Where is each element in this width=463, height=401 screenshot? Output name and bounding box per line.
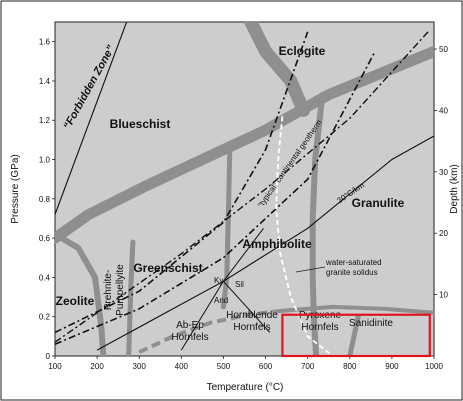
x-tick-label: 200 [90, 362, 104, 371]
depth-tick-label: 10 [439, 291, 448, 300]
boundary-greenschist-amph [220, 147, 233, 310]
line-geotherm [55, 31, 309, 334]
x-tick-label: 500 [217, 362, 231, 371]
kyanite-label: Ky [214, 276, 223, 285]
axis-ticks: 100 200 300 400 500 600 700 800 900 1000 0 0.2 0.4 0.… [39, 38, 449, 371]
x-tick-label: 900 [385, 362, 399, 371]
facies-label-blueschist: Blueschist [110, 117, 171, 131]
facies-label-granulite: Granulite [352, 196, 405, 210]
solidus-leader-line [295, 266, 326, 273]
boundary-sanidinite-left [347, 314, 361, 356]
y-axis-title-right: Depth (km) [449, 164, 460, 213]
x-tick-label: 1000 [425, 362, 443, 371]
boundary-blueschist-lower [55, 46, 434, 244]
depth-tick-label: 50 [439, 45, 448, 54]
y-tick-label: 0.2 [39, 313, 51, 322]
y-tick-label: 0.8 [39, 195, 51, 204]
facies-label-pumpellyite: Pumpellyite [115, 264, 126, 316]
boundary-blueschist-eclogite [244, 22, 310, 117]
aluminosilicate-ky-sil [223, 227, 264, 282]
highlight-box [281, 313, 431, 358]
y-axis-title-left: Pressure (GPa) [10, 154, 21, 223]
facies-label-abep-hornfels: Hornfels [171, 332, 208, 343]
boundary-amph-granulite [309, 91, 326, 356]
line-granite-solidus [275, 116, 334, 356]
boundary-contact-dashed [138, 308, 283, 354]
line-forbidden [55, 22, 128, 215]
facies-label-hornblende-hornfels: Hornfels [233, 322, 270, 333]
boundary-contact-solid [280, 304, 434, 315]
depth-tick-label: 20 [439, 229, 448, 238]
facies-label-hornblende: Hornblende [226, 310, 278, 321]
line-steep-dashdot [55, 29, 431, 343]
boundary-zeolite-left [55, 231, 107, 356]
x-tick-label: 300 [133, 362, 147, 371]
aluminosilicate-ky-and [180, 281, 224, 351]
x-tick-label: 100 [48, 362, 62, 371]
x-tick-label: 800 [343, 362, 357, 371]
facies-label-zeolite: Zeolite [56, 294, 95, 308]
facies-label-amphibolite: Amphibolite [242, 237, 312, 251]
y-tick-label: 1.4 [39, 77, 51, 86]
facies-label-eclogite: Eclogite [279, 44, 326, 58]
facies-label-pyroxene-hornfels: Hornfels [301, 322, 338, 333]
y-tick-label: 1.0 [39, 156, 51, 165]
facies-label-greenschist: Greenschist [133, 261, 202, 275]
x-tick-label: 400 [175, 362, 189, 371]
y-tick-label: 0.4 [39, 273, 51, 282]
x-axis-title: Temperature (°C) [207, 382, 284, 393]
sillimanite-label: Sil [235, 280, 244, 289]
andalusite-label: And [214, 296, 228, 305]
y-tick-label: 0 [46, 352, 51, 361]
y-tick-label: 0.6 [39, 234, 51, 243]
facies-label-sanidinite: Sanidinite [349, 318, 393, 329]
facies-label-abep: Ab-Ep [176, 320, 204, 331]
reaction-lines [55, 22, 434, 356]
solidus-label-line2: granite solidus [326, 268, 378, 277]
x-tick-label: 600 [259, 362, 273, 371]
facies-label-prehnite: Prehnite- [103, 270, 114, 311]
line-geotherm-2 [55, 51, 376, 345]
y-tick-label: 1.6 [39, 38, 51, 47]
y-tick-label: 1.2 [39, 116, 51, 125]
depth-tick-label: 30 [439, 168, 448, 177]
line-gradient-30 [96, 135, 434, 351]
aluminosilicate-and-sil [223, 280, 271, 333]
x-tick-label: 700 [301, 362, 315, 371]
depth-tick-label: 40 [439, 106, 448, 115]
solidus-label-line1: water-saturated [325, 258, 382, 267]
facies-labels: Eclogite Blueschist Granulite Amphibolit… [56, 44, 405, 308]
prehnite-pumpellyite-label: Prehnite- Pumpellyite [103, 264, 126, 316]
